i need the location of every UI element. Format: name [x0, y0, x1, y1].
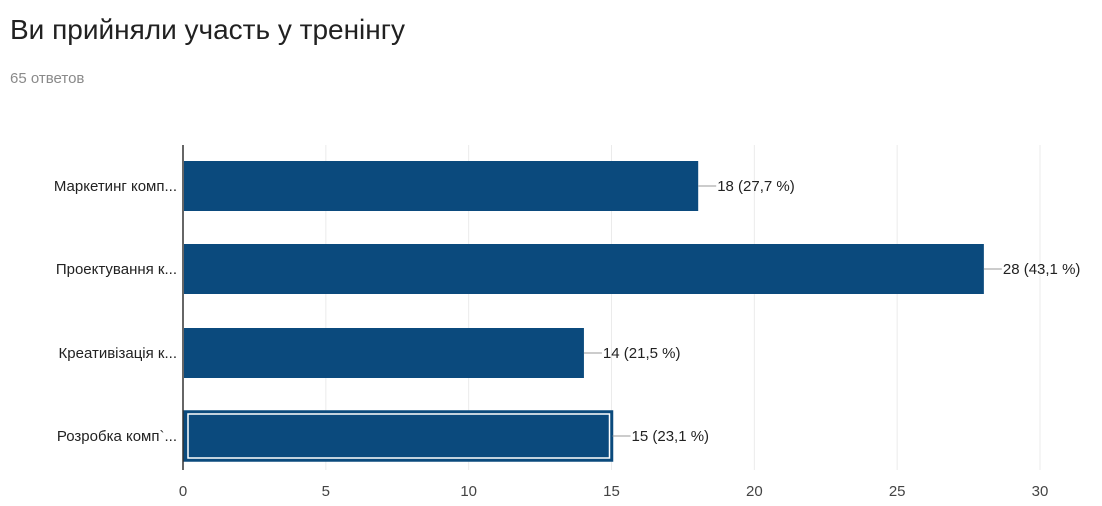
- x-tick-label: 30: [1032, 483, 1049, 500]
- data-label: 14 (21,5 %): [603, 345, 681, 362]
- category-label: Креативізація к...: [59, 345, 177, 362]
- category-label: Проектування к...: [56, 261, 177, 278]
- category-label: Розробка комп`...: [57, 428, 177, 445]
- bar[interactable]: [184, 161, 699, 211]
- bar-highlight-border: [187, 413, 611, 459]
- x-tick-label: 20: [746, 483, 763, 500]
- data-label: 28 (43,1 %): [1003, 261, 1081, 278]
- chart-title: Ви прийняли участь у тренінгу: [10, 14, 405, 45]
- x-tick-label: 0: [179, 483, 187, 500]
- data-label: 15 (23,1 %): [632, 428, 710, 445]
- x-tick-label: 15: [603, 483, 620, 500]
- x-tick-label: 25: [889, 483, 906, 500]
- category-label: Маркетинг комп...: [54, 178, 177, 195]
- bar[interactable]: [184, 328, 584, 378]
- bars: [183, 161, 984, 462]
- bar[interactable]: [184, 244, 984, 294]
- data-label: 18 (27,7 %): [717, 178, 795, 195]
- response-count: 65 ответов: [10, 70, 85, 87]
- x-tick-label: 5: [322, 483, 330, 500]
- bar[interactable]: [183, 410, 614, 462]
- x-tick-label: 10: [460, 483, 477, 500]
- labels: 0 5 10 15 20 25 30 18 (27,7 %) Маркетинг комп...…: [54, 178, 1081, 500]
